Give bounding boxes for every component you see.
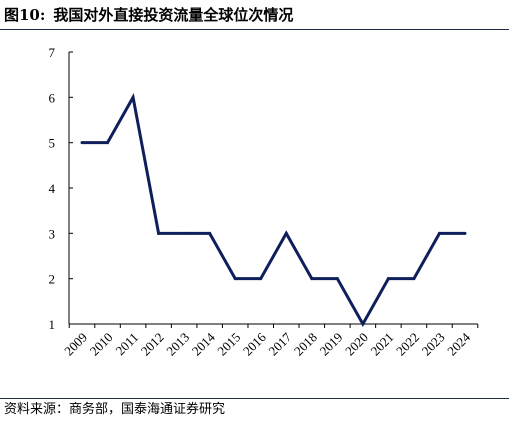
y-tick-label: 4 xyxy=(49,181,56,196)
x-tick-label: 2021 xyxy=(368,330,397,359)
data-point xyxy=(259,277,263,281)
x-tick-label: 2020 xyxy=(342,330,371,359)
data-point xyxy=(157,231,161,235)
data-point xyxy=(233,277,237,281)
x-tick-label: 2016 xyxy=(240,329,269,358)
y-tick-label: 5 xyxy=(49,136,56,151)
source-rule xyxy=(0,398,509,399)
data-point xyxy=(412,277,416,281)
x-tick-label: 2018 xyxy=(291,330,320,359)
x-tick-label: 2012 xyxy=(138,330,167,359)
x-tick-label: 2024 xyxy=(444,329,473,358)
y-tick-label: 3 xyxy=(49,226,56,241)
data-point xyxy=(437,231,441,235)
x-tick-label: 2015 xyxy=(214,330,243,359)
figure-title-bar: 图10: 我国对外直接投资流量全球位次情况 xyxy=(4,4,293,26)
y-tick-label: 6 xyxy=(49,90,56,105)
data-point xyxy=(131,95,135,99)
data-point xyxy=(386,277,390,281)
x-tick-label: 2017 xyxy=(265,329,294,358)
figure-number: 图10: xyxy=(4,6,46,24)
y-tick-label: 2 xyxy=(49,272,56,287)
y-tick-label: 7 xyxy=(49,45,56,60)
data-point xyxy=(335,277,339,281)
x-tick-label: 2010 xyxy=(87,330,116,359)
chart-series xyxy=(80,93,467,328)
x-tick-label: 2023 xyxy=(419,330,448,359)
x-tick-label: 2013 xyxy=(163,330,192,359)
data-point xyxy=(310,277,314,281)
data-point xyxy=(361,322,365,326)
data-point xyxy=(80,141,84,145)
data-point xyxy=(284,231,288,235)
data-point xyxy=(182,231,186,235)
x-tick-label: 2014 xyxy=(189,329,218,358)
x-tick-label: 2022 xyxy=(393,330,422,359)
chart-axes: 1234567200920102011201220132014201520162… xyxy=(49,45,479,359)
y-tick-label: 1 xyxy=(49,317,56,332)
data-point xyxy=(463,231,467,235)
data-point xyxy=(106,141,110,145)
x-tick-label: 2011 xyxy=(113,330,142,359)
x-tick-label: 2009 xyxy=(61,330,90,359)
x-tick-label: 2019 xyxy=(316,330,345,359)
title-rule xyxy=(0,29,509,30)
series-line xyxy=(82,93,465,328)
figure-title: 我国对外直接投资流量全球位次情况 xyxy=(53,6,294,24)
figure-source: 资料来源：商务部，国泰海通证券研究 xyxy=(4,402,226,417)
data-point xyxy=(208,231,212,235)
